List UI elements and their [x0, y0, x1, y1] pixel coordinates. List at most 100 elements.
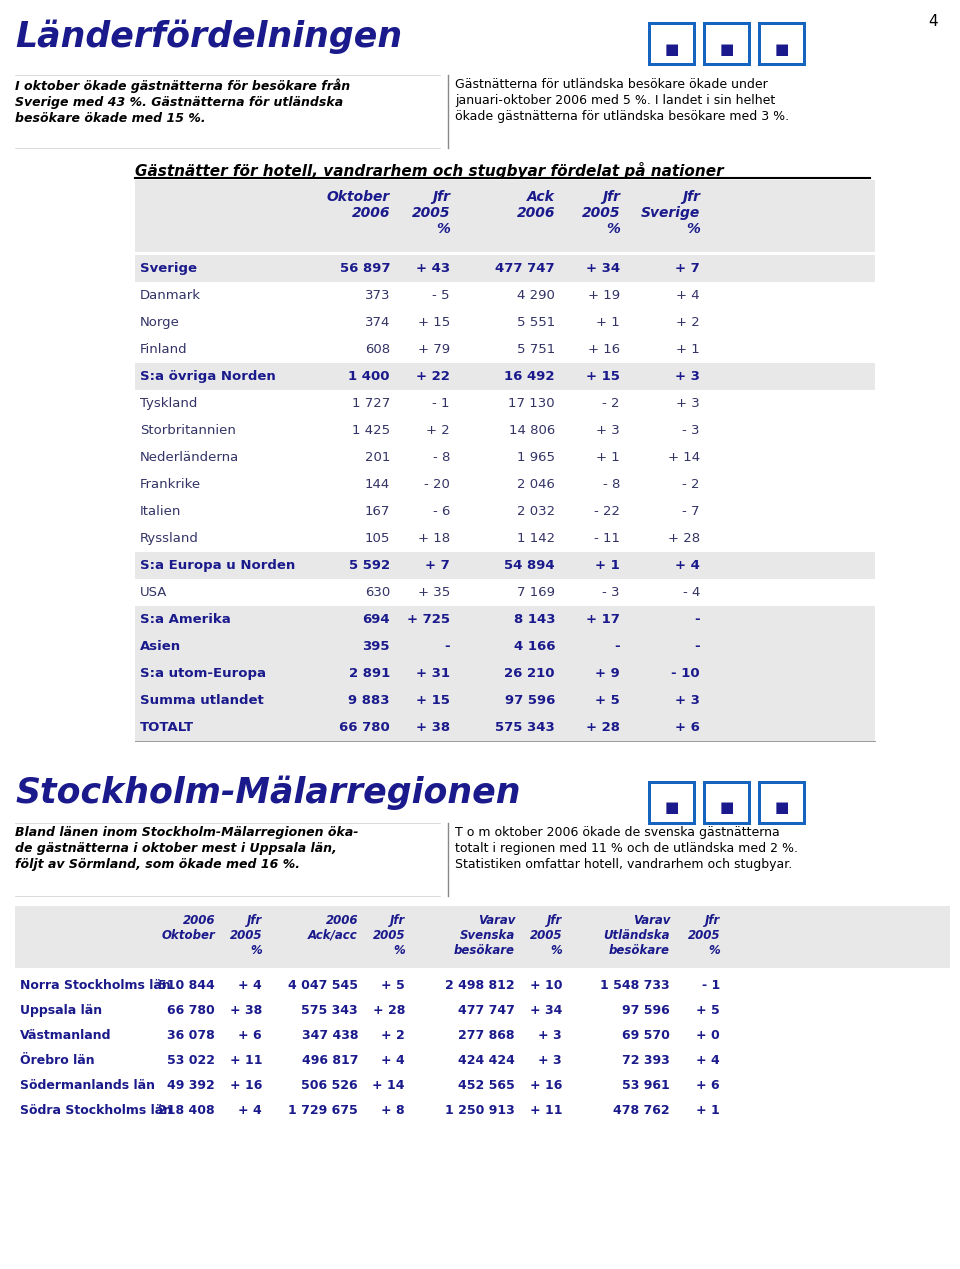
Text: 1 727: 1 727 [351, 397, 390, 410]
Text: - 22: - 22 [594, 505, 620, 518]
Text: - 10: - 10 [671, 667, 700, 680]
FancyBboxPatch shape [703, 780, 751, 825]
Text: 2006: 2006 [516, 206, 555, 220]
Text: 201: 201 [365, 450, 390, 464]
Text: + 0: + 0 [696, 1029, 720, 1042]
Text: + 1: + 1 [596, 450, 620, 464]
FancyBboxPatch shape [706, 784, 748, 822]
Text: 1 965: 1 965 [517, 450, 555, 464]
Text: + 3: + 3 [675, 694, 700, 707]
Text: + 5: + 5 [595, 694, 620, 707]
Text: Uppsala län: Uppsala län [20, 1004, 102, 1016]
Text: Södra Stockholms län: Södra Stockholms län [20, 1104, 172, 1117]
Text: Jfr: Jfr [390, 914, 405, 926]
Text: + 11: + 11 [229, 1055, 262, 1067]
Text: T o m oktober 2006 ökade de svenska gästnätterna
totalt i regionen med 11 % och : T o m oktober 2006 ökade de svenska gäst… [455, 826, 798, 871]
Text: + 2: + 2 [426, 424, 450, 437]
Text: 144: 144 [365, 478, 390, 491]
FancyBboxPatch shape [15, 906, 950, 968]
Text: Länderfördelningen: Länderfördelningen [15, 20, 402, 55]
Text: 694: 694 [362, 613, 390, 626]
Text: + 6: + 6 [675, 721, 700, 733]
Text: 2005: 2005 [412, 206, 450, 220]
Text: 374: 374 [365, 316, 390, 329]
Text: + 9: + 9 [595, 667, 620, 680]
Text: 452 565: 452 565 [458, 1079, 515, 1093]
Text: 347 438: 347 438 [301, 1029, 358, 1042]
Text: + 10: + 10 [530, 978, 562, 992]
Text: + 79: + 79 [418, 343, 450, 357]
Text: - 1: - 1 [433, 397, 450, 410]
Text: 66 780: 66 780 [167, 1004, 215, 1016]
Text: %: % [436, 222, 450, 236]
Text: + 17: + 17 [587, 613, 620, 626]
Text: 9 883: 9 883 [348, 694, 390, 707]
Text: Storbritannien: Storbritannien [140, 424, 236, 437]
Text: + 4: + 4 [677, 289, 700, 302]
Text: Frankrike: Frankrike [140, 478, 202, 491]
Text: 7 169: 7 169 [517, 586, 555, 599]
Text: -: - [444, 640, 450, 654]
Text: + 4: + 4 [696, 1055, 720, 1067]
Text: + 3: + 3 [676, 397, 700, 410]
Text: S:a Europa u Norden: S:a Europa u Norden [140, 560, 296, 572]
Text: TOTALT: TOTALT [140, 721, 194, 733]
Text: 1 729 675: 1 729 675 [288, 1104, 358, 1117]
Text: ■: ■ [720, 42, 734, 57]
Text: + 38: + 38 [416, 721, 450, 733]
Text: 1 548 733: 1 548 733 [600, 978, 670, 992]
Text: + 1: + 1 [676, 343, 700, 357]
FancyBboxPatch shape [706, 25, 748, 63]
FancyBboxPatch shape [761, 784, 803, 822]
Text: 2 032: 2 032 [516, 505, 555, 518]
FancyBboxPatch shape [135, 660, 875, 687]
Text: Jfr: Jfr [705, 914, 720, 926]
Text: + 16: + 16 [229, 1079, 262, 1093]
Text: Sverige: Sverige [640, 206, 700, 220]
Text: 5 551: 5 551 [516, 316, 555, 329]
FancyBboxPatch shape [758, 780, 806, 825]
Text: Gästnätter för hotell, vandrarhem och stugbyar fördelat på nationer: Gästnätter för hotell, vandrarhem och st… [135, 162, 724, 179]
Text: 424 424: 424 424 [458, 1055, 515, 1067]
Text: - 11: - 11 [594, 532, 620, 544]
Text: 54 894: 54 894 [504, 560, 555, 572]
Text: + 5: + 5 [381, 978, 405, 992]
Text: - 20: - 20 [424, 478, 450, 491]
Text: 97 596: 97 596 [622, 1004, 670, 1016]
Text: Oktober: Oktober [326, 190, 390, 204]
Text: + 4: + 4 [381, 1055, 405, 1067]
Text: + 34: + 34 [530, 1004, 562, 1016]
Text: 1 400: 1 400 [348, 371, 390, 383]
Text: + 2: + 2 [676, 316, 700, 329]
Text: 1 142: 1 142 [516, 532, 555, 544]
Text: 2005: 2005 [687, 929, 720, 942]
Text: 2005: 2005 [229, 929, 262, 942]
Text: - 2: - 2 [603, 397, 620, 410]
Text: Gästnätterna för utländska besökare ökade under
januari-oktober 2006 med 5 %. I : Gästnätterna för utländska besökare ökad… [455, 77, 789, 123]
FancyBboxPatch shape [135, 714, 875, 741]
Text: Ack/acc: Ack/acc [308, 929, 358, 942]
Text: Jfr: Jfr [602, 190, 620, 204]
Text: %: % [606, 222, 620, 236]
Text: Jfr: Jfr [547, 914, 562, 926]
Text: + 1: + 1 [696, 1104, 720, 1117]
Text: Norge: Norge [140, 316, 180, 329]
FancyBboxPatch shape [703, 22, 751, 66]
Text: Varav: Varav [478, 914, 515, 926]
FancyBboxPatch shape [135, 363, 875, 390]
Text: 17 130: 17 130 [509, 397, 555, 410]
Text: - 3: - 3 [683, 424, 700, 437]
Text: ■: ■ [665, 801, 679, 816]
Text: 477 747: 477 747 [495, 261, 555, 275]
Text: Bland länen inom Stockholm-Mälarregionen öka-
de gästnätterna i oktober mest i U: Bland länen inom Stockholm-Mälarregionen… [15, 826, 358, 871]
Text: + 18: + 18 [418, 532, 450, 544]
Text: Utländska: Utländska [604, 929, 670, 942]
Text: USA: USA [140, 586, 167, 599]
Text: - 8: - 8 [603, 478, 620, 491]
Text: 4 166: 4 166 [514, 640, 555, 654]
Text: + 6: + 6 [696, 1079, 720, 1093]
Text: + 4: + 4 [675, 560, 700, 572]
Text: S:a Amerika: S:a Amerika [140, 613, 230, 626]
Text: 2 046: 2 046 [517, 478, 555, 491]
Text: 218 408: 218 408 [158, 1104, 215, 1117]
